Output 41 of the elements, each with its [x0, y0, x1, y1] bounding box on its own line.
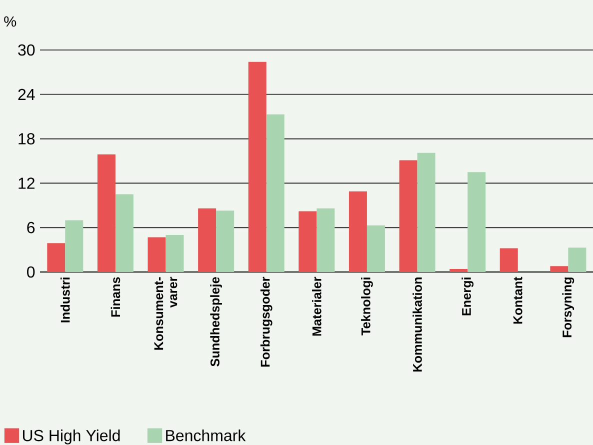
bar: [115, 194, 134, 272]
y-axis-title: %: [4, 16, 16, 27]
legend-label: Benchmark: [166, 429, 246, 442]
bar: [568, 248, 586, 272]
bar: [298, 211, 317, 272]
x-tick-label: Kommunikation: [412, 277, 422, 372]
legend-label: US High Yield: [22, 429, 120, 444]
x-tick-label: Teknologi: [361, 278, 373, 336]
bar: [316, 208, 335, 272]
bar: [399, 160, 418, 272]
bar: [468, 172, 486, 272]
bar: [148, 237, 166, 272]
x-tick-label: Industri: [60, 278, 70, 322]
x-tick-label: Materialer: [312, 276, 322, 336]
x-tick-label: Energi: [462, 278, 474, 316]
y-tick-label: 18: [18, 133, 35, 144]
bar: [266, 114, 284, 272]
bar: [500, 248, 518, 272]
bar: [348, 191, 367, 272]
y-tick-label: 0: [27, 266, 35, 278]
x-tick-label: Konsument-varer: [154, 276, 178, 350]
bar: [166, 234, 184, 272]
x-tick-label: Forbrugsgoder: [260, 276, 272, 367]
x-tick-label: Forsyning: [562, 278, 574, 338]
bar: [97, 154, 116, 272]
bar: [550, 266, 568, 272]
x-tick-label: Sundhedspleje: [210, 277, 222, 366]
bar: [417, 152, 436, 272]
x-tick-label: Kontant: [513, 276, 522, 324]
bar: [216, 210, 234, 272]
y-tick-label: 12: [18, 178, 34, 189]
bar: [47, 243, 66, 272]
y-tick-label: 24: [18, 88, 35, 100]
x-tick-label: Finans: [110, 277, 120, 317]
y-tick-label: 30: [18, 44, 35, 56]
bar: [450, 269, 468, 272]
bar: [366, 225, 385, 272]
bar: [65, 220, 84, 272]
y-tick-label: 6: [27, 222, 35, 234]
bar: [198, 208, 216, 272]
bar: [248, 62, 266, 272]
